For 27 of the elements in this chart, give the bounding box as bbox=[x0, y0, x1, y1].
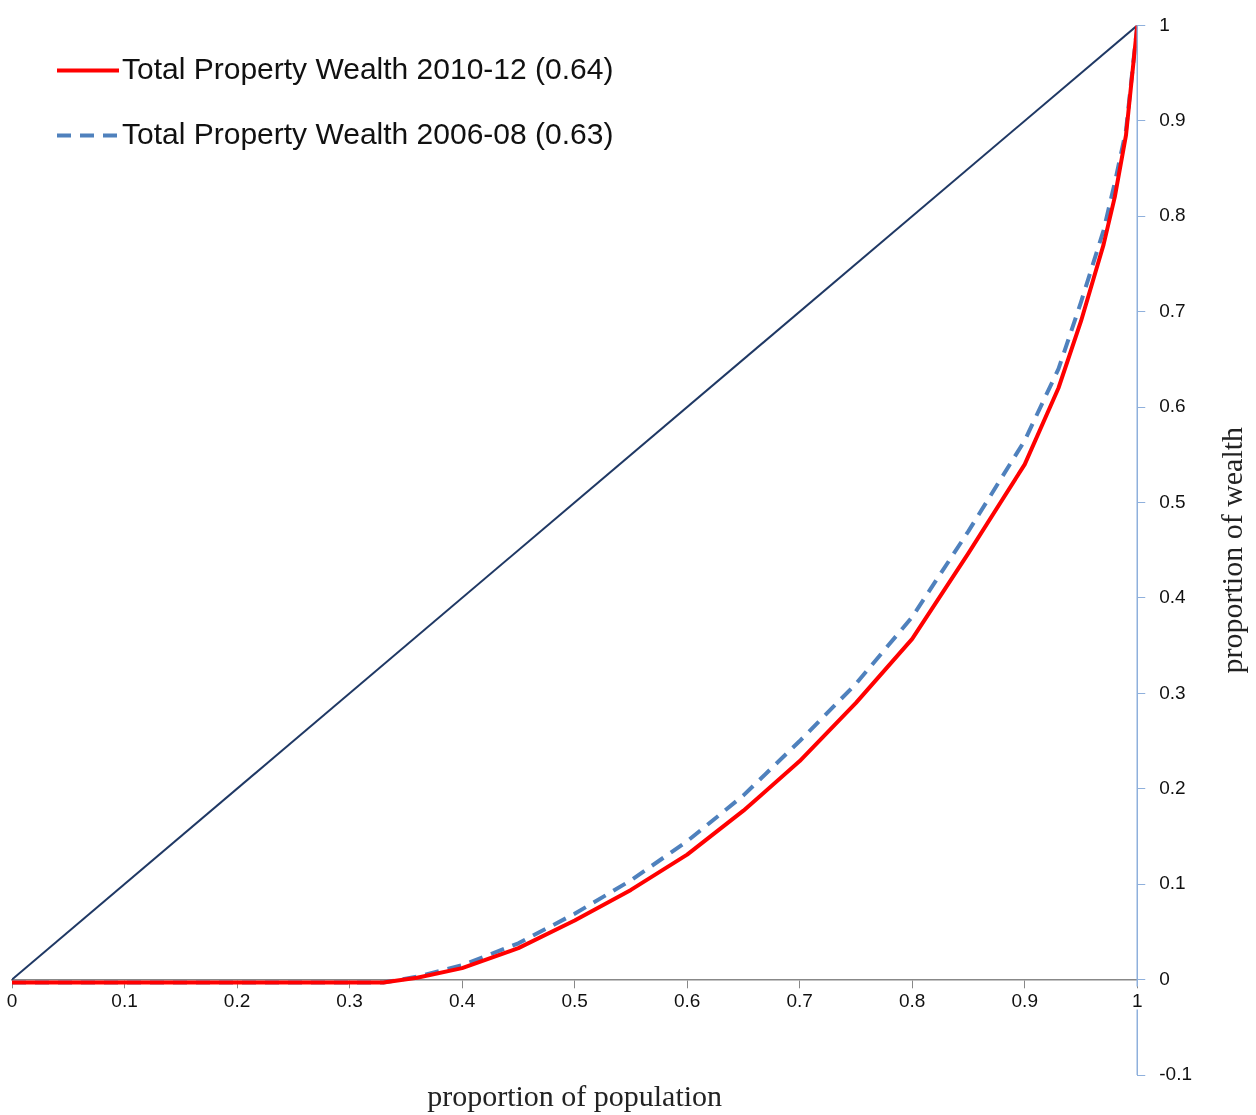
x-tick-label: 0.1 bbox=[111, 990, 138, 1012]
y-tick-label: 0.8 bbox=[1159, 204, 1186, 226]
y-tick-label: 0.2 bbox=[1159, 776, 1186, 798]
y-tick-label: 0.7 bbox=[1159, 299, 1186, 321]
x-tick-label: 0.7 bbox=[786, 990, 813, 1012]
y-tick-label: 0.3 bbox=[1159, 681, 1186, 703]
x-tick-label: 0.6 bbox=[673, 990, 701, 1012]
x-tick-label: 1 bbox=[1131, 990, 1143, 1012]
y-tick-label: -0.1 bbox=[1159, 1063, 1193, 1085]
x-tick-label: 0.8 bbox=[899, 990, 926, 1012]
y-tick-label: 0.9 bbox=[1159, 109, 1186, 131]
x-tick-label: 0.2 bbox=[223, 990, 251, 1012]
x-tick-label: 0.9 bbox=[1011, 990, 1038, 1012]
y-tick-label: 0.6 bbox=[1159, 395, 1186, 417]
y-tick-label: 0.4 bbox=[1159, 586, 1187, 608]
x-tick-label: 0.4 bbox=[448, 990, 476, 1012]
x-tick-label: 0.5 bbox=[561, 990, 588, 1012]
y-tick-label: 1 bbox=[1159, 13, 1170, 35]
x-tick-label: 0.3 bbox=[336, 990, 363, 1012]
x-axis-title: proportion of population bbox=[427, 1078, 723, 1112]
x-tick-label: 0 bbox=[6, 990, 18, 1012]
y-tick-label: 0.5 bbox=[1159, 490, 1186, 512]
legend-label: Total Property Wealth 2010-12 (0.64) bbox=[122, 51, 614, 85]
y-axis-title: proportion of wealth bbox=[1214, 426, 1248, 674]
legend-label: Total Property Wealth 2006-08 (0.63) bbox=[122, 116, 614, 150]
y-tick-label: 0 bbox=[1159, 967, 1170, 989]
y-tick-label: 0.1 bbox=[1159, 872, 1186, 894]
